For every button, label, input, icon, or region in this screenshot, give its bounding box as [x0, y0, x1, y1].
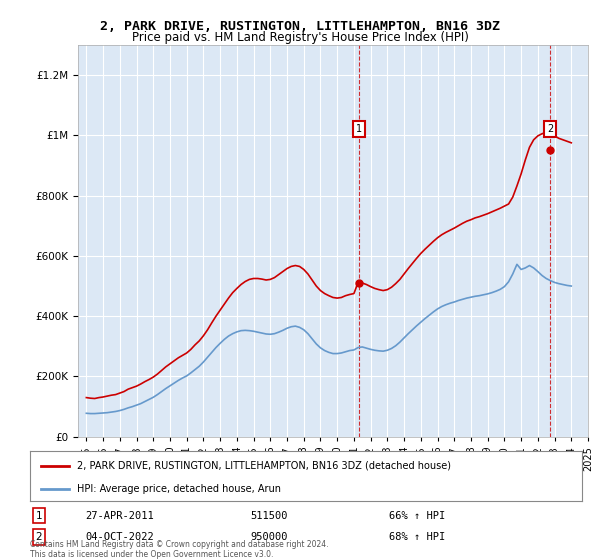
Text: 68% ↑ HPI: 68% ↑ HPI	[389, 532, 445, 542]
Text: HPI: Average price, detached house, Arun: HPI: Average price, detached house, Arun	[77, 484, 281, 493]
Text: 1: 1	[356, 124, 362, 134]
Text: 950000: 950000	[251, 532, 289, 542]
Text: Contains HM Land Registry data © Crown copyright and database right 2024.
This d: Contains HM Land Registry data © Crown c…	[30, 540, 329, 559]
Text: 27-APR-2011: 27-APR-2011	[85, 511, 154, 521]
Text: 2, PARK DRIVE, RUSTINGTON, LITTLEHAMPTON, BN16 3DZ: 2, PARK DRIVE, RUSTINGTON, LITTLEHAMPTON…	[100, 20, 500, 32]
Text: 2: 2	[35, 532, 42, 542]
Text: 04-OCT-2022: 04-OCT-2022	[85, 532, 154, 542]
Text: Price paid vs. HM Land Registry's House Price Index (HPI): Price paid vs. HM Land Registry's House …	[131, 31, 469, 44]
Text: 2: 2	[547, 124, 554, 134]
Text: 66% ↑ HPI: 66% ↑ HPI	[389, 511, 445, 521]
Text: 1: 1	[35, 511, 42, 521]
Text: 2, PARK DRIVE, RUSTINGTON, LITTLEHAMPTON, BN16 3DZ (detached house): 2, PARK DRIVE, RUSTINGTON, LITTLEHAMPTON…	[77, 461, 451, 471]
Text: 511500: 511500	[251, 511, 289, 521]
